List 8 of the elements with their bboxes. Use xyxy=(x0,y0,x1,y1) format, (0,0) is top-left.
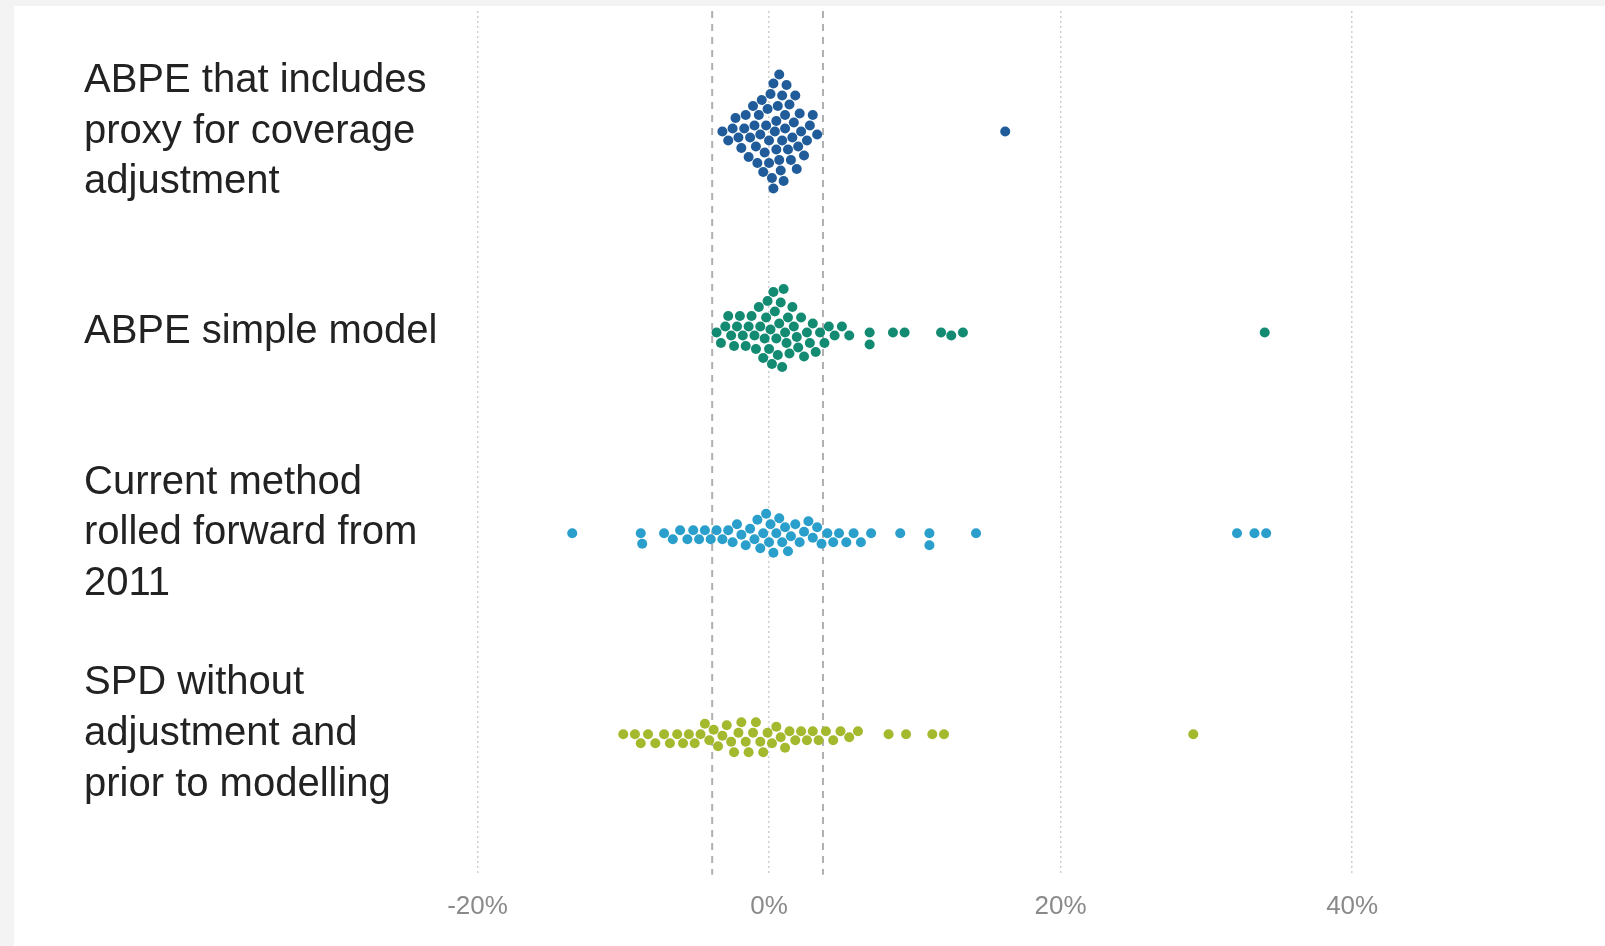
y-tick-label: ABPE simple model xyxy=(84,307,438,352)
y-tick-label: Current method rolled forward from 2011 xyxy=(84,457,418,604)
x-tick-label: 40% xyxy=(1326,889,1379,920)
x-tick-label: 20% xyxy=(1034,889,1087,920)
x-tick-label: 0% xyxy=(750,889,788,920)
y-tick-label: ABPE that includes proxy for coverage adjustment xyxy=(84,55,427,202)
y-tick-label: SPD without adjustment and prior to modelling xyxy=(84,658,391,805)
x-tick-label: -20% xyxy=(447,889,508,920)
